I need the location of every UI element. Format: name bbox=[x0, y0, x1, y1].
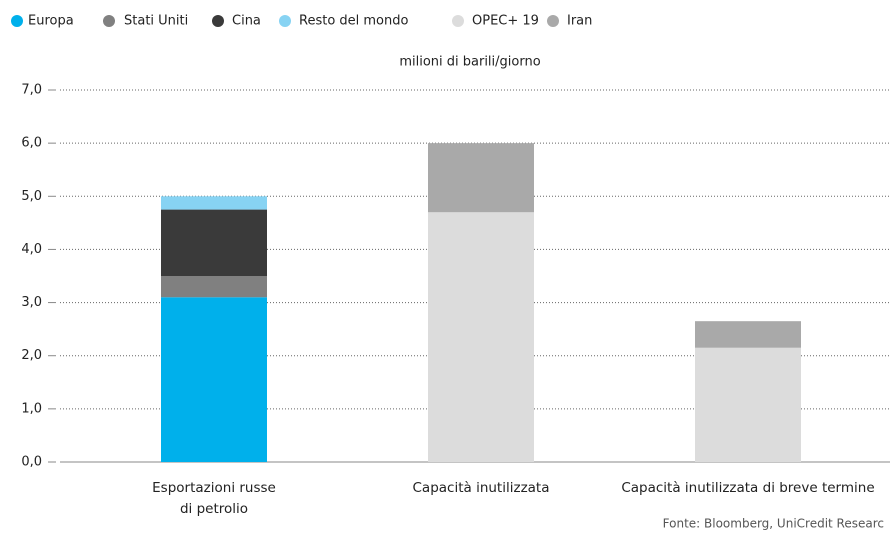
legend-label: Europa bbox=[28, 14, 74, 29]
bar-segment bbox=[695, 321, 801, 348]
bar-segment bbox=[161, 276, 267, 298]
bar-segment bbox=[161, 196, 267, 210]
y-tick-label: 7,0 bbox=[21, 83, 42, 98]
y-tick-label: 6,0 bbox=[21, 136, 42, 151]
legend-label: Resto del mondo bbox=[299, 14, 409, 29]
source: Fonte: Bloomberg, UniCredit Researc bbox=[663, 517, 884, 531]
x-tick-label: Esportazioni russe di petrolio bbox=[152, 480, 276, 517]
x-tick-label: Capacità inutilizzata di breve termine bbox=[621, 480, 875, 496]
y-tick-label: 2,0 bbox=[21, 348, 42, 363]
legend-swatch bbox=[547, 15, 559, 27]
axis-label: milioni di barili/giorno bbox=[399, 55, 540, 70]
y-tick-label: 1,0 bbox=[21, 401, 42, 416]
bar-segment bbox=[428, 143, 534, 213]
legend-swatch bbox=[11, 15, 23, 27]
legend-label: Iran bbox=[567, 14, 592, 29]
legend-label: Cina bbox=[232, 14, 261, 29]
y-tick-label: 5,0 bbox=[21, 189, 42, 204]
bar-segment bbox=[428, 212, 534, 462]
legend-swatch bbox=[103, 15, 115, 27]
bar-segment bbox=[161, 209, 267, 276]
legend-swatch bbox=[212, 15, 224, 27]
legend-label: OPEC+ 19 bbox=[472, 14, 539, 29]
y-tick-label: 4,0 bbox=[21, 242, 42, 257]
y-tick-label: 3,0 bbox=[21, 295, 42, 310]
legend-swatch bbox=[279, 15, 291, 27]
bar-segment bbox=[161, 297, 267, 462]
bar-segment bbox=[695, 347, 801, 462]
x-tick-label: Capacità inutilizzata bbox=[412, 480, 550, 496]
legend-swatch bbox=[452, 15, 464, 27]
y-tick-label: 0,0 bbox=[21, 455, 42, 470]
legend-label: Stati Uniti bbox=[124, 14, 188, 29]
